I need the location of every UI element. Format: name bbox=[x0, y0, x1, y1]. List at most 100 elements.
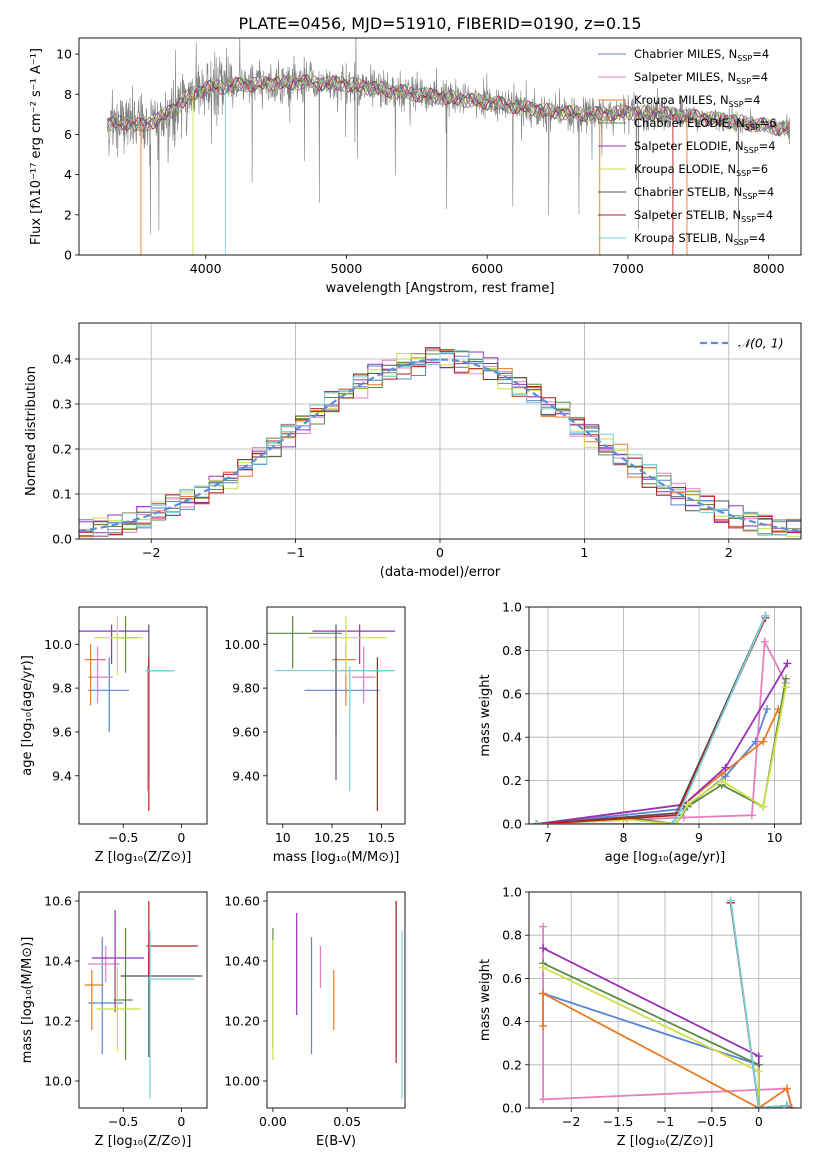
x-axis-label: E(B-V) bbox=[316, 1134, 356, 1149]
x-tick-label: 6000 bbox=[471, 261, 503, 276]
y-tick-label: 0.4 bbox=[502, 1014, 522, 1029]
plot-frame bbox=[78, 606, 208, 825]
mass-weight-vs-Z-plot bbox=[539, 896, 796, 1108]
legend-label: 𝒩(0, 1) bbox=[738, 336, 784, 351]
x-tick-label: 0 bbox=[755, 1114, 763, 1129]
y-tick-label: 10.0 bbox=[44, 637, 72, 652]
y-tick-label: 9.8 bbox=[52, 681, 72, 696]
plot-frame bbox=[528, 891, 802, 1109]
weight-marker-CM bbox=[763, 704, 771, 713]
mass-weight-vs-age-plot bbox=[532, 611, 792, 824]
y-tick-label: 1.0 bbox=[502, 885, 522, 900]
weight-marker-KS bbox=[754, 1104, 763, 1108]
y-tick-label: 0.2 bbox=[502, 773, 522, 788]
y-tick-label: 8 bbox=[64, 87, 72, 102]
plot-frame bbox=[266, 891, 406, 1109]
x-tick-label: 4000 bbox=[190, 261, 222, 276]
y-tick-label: 10.20 bbox=[224, 1014, 260, 1029]
model-spectrum-SE bbox=[106, 74, 790, 135]
y-tick-label: 10.4 bbox=[44, 954, 72, 969]
model-spectrum-SS bbox=[106, 74, 790, 137]
y-tick-label: 0.1 bbox=[52, 487, 72, 502]
weight-marker-KS bbox=[532, 820, 541, 824]
plot-frame bbox=[78, 322, 802, 540]
spectrum-plot bbox=[106, 38, 790, 255]
legend-label: Kroupa MILES, NSSP=4 bbox=[634, 93, 760, 109]
mass-vs-Z-panel: −0.5 0 10.0 10.2 10.4 10.6 Z [log₁₀(Z/Z⊙)] mass… bbox=[20, 891, 208, 1149]
weight-line-CE bbox=[536, 678, 787, 824]
model-spectrum-CE bbox=[107, 74, 790, 133]
weight-line-CS bbox=[536, 615, 767, 824]
age-vs-Z-panel: −0.5 0 9.4 9.6 9.8 10.0 Z [log₁₀(Z/Z⊙)] age [lo… bbox=[20, 606, 208, 865]
plot-frame bbox=[78, 37, 802, 256]
weight-marker-KM bbox=[539, 989, 548, 998]
y-tick-label: 9.40 bbox=[232, 768, 260, 783]
weight-marker-KM bbox=[539, 1021, 548, 1030]
y-axis-label: mass [log₁₀(M/M⊙)] bbox=[20, 937, 35, 1064]
y-tick-label: 10.00 bbox=[224, 637, 260, 652]
x-axis-label: wavelength [Angstrom, rest frame] bbox=[326, 281, 555, 296]
y-tick-label: 9.60 bbox=[232, 724, 260, 739]
residuals-panel: −2 −1 0 1 2 0.0 0.1 0.2 0.3 0.4 (data-model)/error… bbox=[24, 322, 802, 580]
x-axis-label: (data-model)/error bbox=[380, 565, 501, 580]
model-spectrum-KS bbox=[106, 75, 790, 136]
legend-label: Kroupa STELIB, NSSP=4 bbox=[634, 231, 765, 247]
legend-label: Chabrier ELODIE, NSSP=6 bbox=[634, 116, 777, 132]
y-tick-label: 2 bbox=[64, 207, 72, 222]
y-tick-label: 1.0 bbox=[502, 600, 522, 615]
y-tick-label: 0.4 bbox=[52, 352, 72, 367]
model-spectrum-CM bbox=[106, 73, 790, 136]
x-tick-label: −0.5 bbox=[108, 1114, 138, 1129]
y-tick-label: 10.6 bbox=[44, 894, 72, 909]
weight-line-CM bbox=[542, 992, 792, 1108]
weight-line-KM bbox=[536, 708, 780, 824]
weight-line-KS bbox=[536, 615, 767, 824]
x-tick-label: 0.00 bbox=[259, 1114, 287, 1129]
y-tick-label: 6 bbox=[64, 127, 72, 142]
weight-marker-SM bbox=[539, 922, 548, 931]
y-tick-label: 0.8 bbox=[502, 643, 522, 658]
weight-marker-KE bbox=[539, 963, 548, 972]
weight-marker-SE bbox=[721, 763, 730, 772]
y-axis-label: mass weight bbox=[478, 674, 493, 756]
legend-label: Salpeter STELIB, NSSP=4 bbox=[634, 208, 773, 224]
x-tick-label: −0.5 bbox=[108, 830, 138, 845]
weight-line-KE bbox=[536, 687, 787, 824]
y-axis-label: Flux [fλ10⁻¹⁷ erg cm⁻² s⁻¹ A⁻¹] bbox=[29, 48, 44, 245]
weight-marker-KE bbox=[717, 776, 726, 785]
plot-frame bbox=[528, 606, 802, 825]
residuals-plot bbox=[79, 347, 801, 538]
x-axis-label: age [log₁₀(age/yr)] bbox=[605, 850, 726, 865]
y-tick-label: 9.4 bbox=[52, 768, 72, 783]
x-axis-label: Z [log₁₀(Z/Z⊙)] bbox=[617, 1134, 714, 1149]
weight-marker-KM bbox=[759, 737, 768, 746]
legend-label: Chabrier STELIB, NSSP=4 bbox=[634, 185, 774, 201]
age-vs-mass-panel: 10 10.25 10.5 9.40 9.60 9.80 10.00 mass [log₁₀(… bbox=[224, 606, 406, 865]
y-tick-label: 9.80 bbox=[232, 681, 260, 696]
y-tick-label: 0.6 bbox=[502, 686, 522, 701]
y-tick-label: 10.0 bbox=[44, 1074, 72, 1089]
x-tick-label: 0 bbox=[436, 545, 444, 560]
mass-weight-vs-Z-panel: −2 −1.5 −1 −0.5 0 0.0 0.2 0.4 0.6 0.8 1.0 Z [log₁₀(… bbox=[478, 885, 802, 1149]
x-tick-label: −2 bbox=[142, 545, 160, 560]
weight-marker-KS bbox=[761, 611, 770, 620]
legend-label: Chabrier MILES, NSSP=4 bbox=[634, 47, 769, 63]
y-tick-label: 0.2 bbox=[52, 442, 72, 457]
weight-marker-SM bbox=[760, 637, 769, 646]
y-tick-label: 9.6 bbox=[52, 724, 72, 739]
x-tick-label: −1.5 bbox=[603, 1114, 633, 1129]
x-tick-label: −0.5 bbox=[697, 1114, 727, 1129]
x-tick-label: 10 bbox=[275, 830, 291, 845]
weight-marker-SE bbox=[539, 944, 548, 953]
x-tick-label: −1 bbox=[286, 545, 304, 560]
weight-marker-SM bbox=[747, 811, 756, 820]
x-axis-label: Z [log₁₀(Z/Z⊙)] bbox=[95, 850, 192, 865]
x-tick-label: 10.25 bbox=[314, 830, 350, 845]
weight-marker-KE bbox=[754, 1067, 763, 1076]
y-tick-label: 0.0 bbox=[52, 532, 72, 547]
weight-marker-KS bbox=[726, 896, 735, 905]
y-tick-label: 4 bbox=[64, 167, 72, 182]
weight-marker-KM bbox=[787, 1104, 796, 1108]
